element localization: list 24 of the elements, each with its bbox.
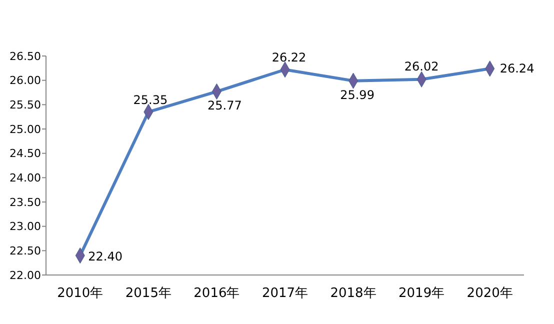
text: 22.40: [88, 250, 122, 264]
text: 25.77: [208, 98, 242, 113]
x-tick-label: 2010年: [57, 286, 104, 301]
y-tick-label: 22.50: [10, 244, 41, 258]
y-tick-label: 26.50: [10, 50, 41, 63]
x-tick-label: 2017年: [262, 286, 308, 301]
text: 26.22: [272, 50, 306, 65]
text: 25.35: [133, 92, 168, 107]
text: 25.99: [340, 88, 374, 102]
x-tick-label: 2018年: [330, 286, 376, 301]
y-tick-label: 25.50: [10, 98, 41, 112]
x-tick-label: 2020年: [466, 286, 513, 301]
text: 26.24: [500, 62, 534, 76]
y-tick-label: 23.50: [10, 196, 41, 209]
x-tick-label: 2019年: [398, 286, 445, 301]
x-tick-label: 2015年: [125, 286, 172, 301]
y-tick-label: 26.00: [10, 74, 41, 88]
y-tick-label: 24.50: [10, 147, 41, 160]
y-tick-label: 24.00: [10, 172, 41, 185]
y-tick-label: 23.00: [10, 220, 41, 234]
text: 26.02: [404, 59, 439, 74]
x-tick-label: 2016年: [194, 286, 240, 301]
y-tick-label: 22.00: [10, 268, 41, 282]
y-tick-label: 25.00: [10, 122, 41, 136]
